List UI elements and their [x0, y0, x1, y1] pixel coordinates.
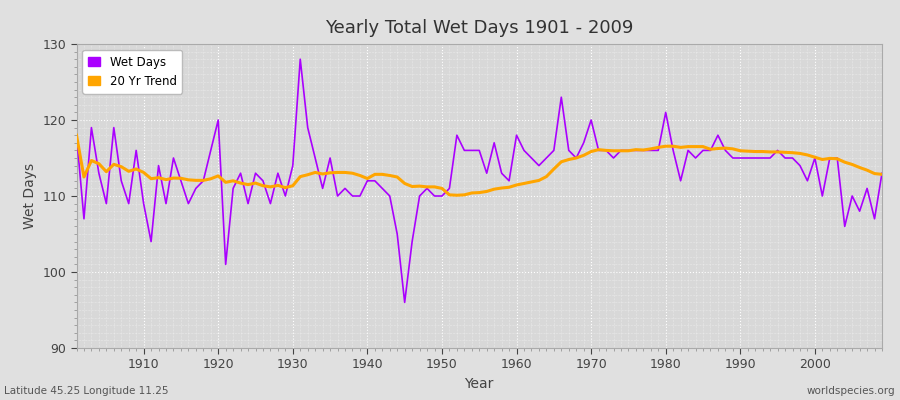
Text: Latitude 45.25 Longitude 11.25: Latitude 45.25 Longitude 11.25 [4, 386, 169, 396]
Text: worldspecies.org: worldspecies.org [807, 386, 896, 396]
Title: Yearly Total Wet Days 1901 - 2009: Yearly Total Wet Days 1901 - 2009 [325, 19, 634, 37]
X-axis label: Year: Year [464, 377, 494, 391]
Y-axis label: Wet Days: Wet Days [22, 163, 37, 229]
Legend: Wet Days, 20 Yr Trend: Wet Days, 20 Yr Trend [83, 50, 183, 94]
